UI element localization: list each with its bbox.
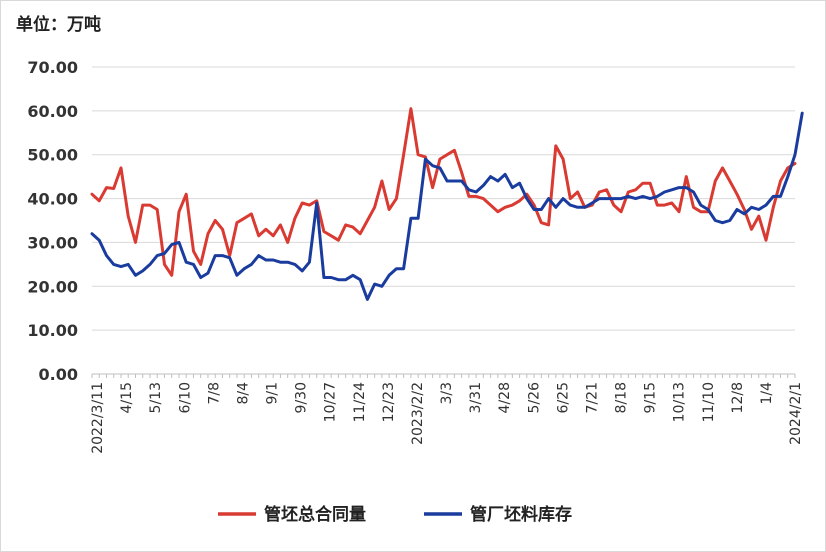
y-axis: 0.00 10.00 20.00 30.00 40.00 50.00 60.00 70.00	[27, 58, 78, 384]
y-tick-label: 20.00	[27, 277, 78, 296]
x-tick-label: 12/23	[381, 382, 397, 422]
x-tick-label: 7/21	[584, 382, 600, 413]
legend-item-1: 管坯总合同量	[218, 504, 366, 525]
y-tick-label: 70.00	[27, 58, 78, 77]
x-tick-label: 8/4	[235, 382, 251, 405]
x-tick-label: 6/25	[555, 382, 571, 413]
x-tick-label: 12/8	[730, 382, 746, 413]
series-line-2	[90, 111, 804, 301]
legend-item-2: 管厂坯料库存	[424, 504, 572, 525]
x-tick-label: 3/3	[439, 382, 455, 405]
x-axis: 2022/3/11 4/15 5/13 6/10 7/8 8/4 9/1 9/30 10/27 1…	[90, 373, 804, 454]
y-tick-label: 0.00	[39, 365, 78, 384]
y-tick-label: 10.00	[27, 321, 78, 340]
legend-label: 管厂坯料库存	[470, 504, 572, 525]
x-tick-label: 4/28	[497, 382, 513, 413]
x-tick-label: 11/10	[701, 382, 717, 422]
x-tick-label: 11/24	[352, 382, 368, 422]
y-tick-label: 40.00	[27, 190, 78, 209]
x-tick-label: 9/30	[294, 382, 310, 413]
gridlines	[92, 66, 795, 331]
y-tick-label: 60.00	[27, 102, 78, 121]
x-tick-label: 5/26	[526, 382, 542, 414]
x-tick-label: 4/15	[119, 382, 135, 413]
legend: 管坯总合同量 管厂坯料库存	[218, 504, 572, 525]
x-tick-label: 2024/2/1	[788, 382, 804, 445]
x-tick-label: 2022/3/11	[90, 382, 106, 454]
x-tick-label: 10/27	[323, 382, 339, 422]
x-tick-label: 3/31	[468, 382, 484, 413]
x-tick-label: 9/15	[643, 382, 659, 413]
x-tick-label: 8/18	[614, 382, 630, 413]
x-tick-label: 5/13	[148, 382, 164, 413]
x-tick-label: 2023/2/2	[410, 382, 426, 445]
x-tick-label: 7/8	[206, 382, 222, 405]
x-tick-label: 6/10	[177, 382, 193, 413]
x-tick-label: 10/13	[672, 382, 688, 422]
y-tick-label: 30.00	[27, 233, 78, 252]
unit-label: 单位：万吨	[16, 15, 101, 35]
series-lines	[90, 107, 804, 301]
x-tick-label: 1/4	[759, 382, 775, 405]
y-tick-label: 50.00	[27, 146, 78, 165]
series-line-1	[90, 107, 797, 277]
x-tick-label: 9/1	[265, 382, 281, 405]
legend-label: 管坯总合同量	[264, 504, 366, 525]
